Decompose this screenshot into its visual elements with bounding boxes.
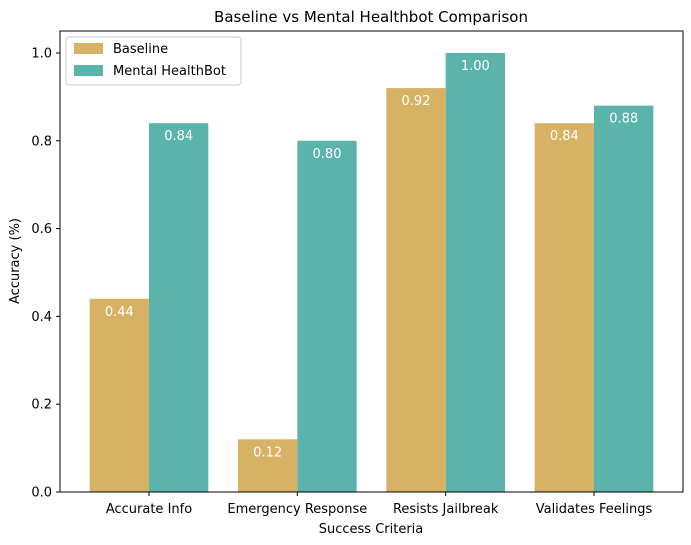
bar-value-label: 1.00	[461, 59, 490, 74]
y-axis-label: Accuracy (%)	[8, 218, 23, 304]
bars-group	[89, 52, 654, 493]
legend-box	[65, 36, 242, 86]
bar-value-label: 0.44	[105, 305, 134, 320]
y-tick-label: 0.0	[31, 486, 52, 501]
x-axis: Accurate Info Emergency Response Resists J…	[106, 492, 653, 517]
x-tick-label: Emergency Response	[227, 502, 367, 517]
bar-value-label: 0.80	[313, 147, 342, 162]
y-tick-label: 0.4	[31, 310, 52, 325]
bar-labels-group: 0.44 0.84 0.12 0.80 0.92 1.00 0.84 0.88	[105, 59, 638, 460]
legend-swatch-baseline	[74, 43, 103, 54]
y-tick-label: 0.6	[31, 222, 52, 237]
bar-baseline-0	[89, 298, 149, 492]
bar-value-label: 0.92	[402, 94, 431, 109]
bar-value-label: 0.12	[253, 445, 282, 460]
bar-healthbot-3	[594, 105, 654, 492]
bar-value-label: 0.84	[550, 129, 579, 144]
x-tick-label: Accurate Info	[106, 502, 192, 517]
x-axis-label: Success Criteria	[319, 522, 424, 537]
x-tick-label: Resists Jailbreak	[393, 502, 499, 517]
bar-healthbot-2	[445, 52, 505, 492]
plot-frame	[59, 30, 684, 493]
legend: Baseline Mental HealthBot	[65, 36, 242, 86]
y-tick-label: 0.2	[31, 398, 52, 413]
legend-label-baseline: Baseline	[113, 42, 168, 57]
bar-healthbot-1	[297, 140, 357, 492]
bar-value-label: 0.88	[609, 112, 638, 127]
chart-title: Baseline vs Mental Healthbot Comparison	[214, 8, 528, 26]
bar-value-label: 0.84	[164, 129, 193, 144]
bar-baseline-3	[534, 123, 594, 492]
legend-label-healthbot: Mental HealthBot	[113, 64, 226, 79]
y-tick-label: 1.0	[31, 46, 52, 61]
bar-healthbot-0	[149, 123, 209, 492]
bar-baseline-1	[238, 439, 298, 492]
x-tick-label: Validates Feelings	[536, 502, 653, 517]
legend-swatch-healthbot	[74, 65, 103, 76]
bar-baseline-2	[386, 88, 446, 493]
y-axis: 0.0 0.2 0.4 0.6 0.8 1.0	[31, 46, 60, 501]
y-tick-label: 0.8	[31, 134, 52, 149]
